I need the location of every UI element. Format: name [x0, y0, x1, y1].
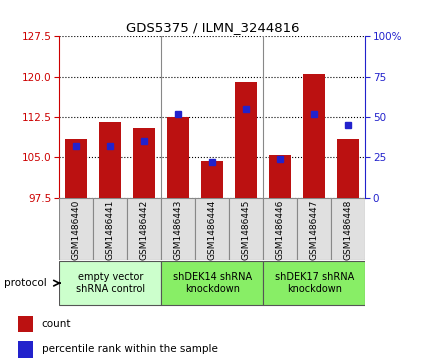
Text: GSM1486446: GSM1486446 [276, 200, 285, 260]
Text: GSM1486441: GSM1486441 [106, 200, 115, 260]
Bar [303, 74, 325, 198]
Text: GSM1486442: GSM1486442 [140, 200, 149, 260]
FancyBboxPatch shape [59, 198, 93, 260]
Bar [269, 155, 291, 198]
FancyBboxPatch shape [263, 261, 365, 305]
FancyBboxPatch shape [331, 198, 365, 260]
FancyBboxPatch shape [59, 261, 161, 305]
FancyBboxPatch shape [93, 198, 127, 260]
Bar [235, 82, 257, 198]
FancyBboxPatch shape [127, 198, 161, 260]
Text: percentile rank within the sample: percentile rank within the sample [42, 344, 218, 354]
Text: GSM1486440: GSM1486440 [72, 200, 81, 260]
FancyBboxPatch shape [229, 198, 263, 260]
Text: shDEK17 shRNA
knockdown: shDEK17 shRNA knockdown [275, 272, 354, 294]
Bar [18, 341, 33, 358]
Bar [201, 161, 224, 198]
FancyBboxPatch shape [195, 198, 229, 260]
Text: GSM1486443: GSM1486443 [174, 200, 183, 260]
Title: GDS5375 / ILMN_3244816: GDS5375 / ILMN_3244816 [125, 21, 299, 34]
Text: protocol: protocol [4, 278, 47, 288]
Bar [66, 139, 88, 198]
Text: GSM1486445: GSM1486445 [242, 200, 251, 260]
Bar [18, 315, 33, 333]
FancyBboxPatch shape [297, 198, 331, 260]
Text: GSM1486447: GSM1486447 [310, 200, 319, 260]
Text: shDEK14 shRNA
knockdown: shDEK14 shRNA knockdown [173, 272, 252, 294]
FancyBboxPatch shape [161, 198, 195, 260]
FancyBboxPatch shape [263, 198, 297, 260]
Bar [337, 139, 359, 198]
Bar [99, 122, 121, 198]
Text: GSM1486444: GSM1486444 [208, 200, 217, 260]
Bar [167, 117, 189, 198]
Text: empty vector
shRNA control: empty vector shRNA control [76, 272, 145, 294]
Text: count: count [42, 319, 71, 329]
Text: GSM1486448: GSM1486448 [344, 200, 353, 260]
FancyBboxPatch shape [161, 261, 263, 305]
Bar [133, 128, 155, 198]
